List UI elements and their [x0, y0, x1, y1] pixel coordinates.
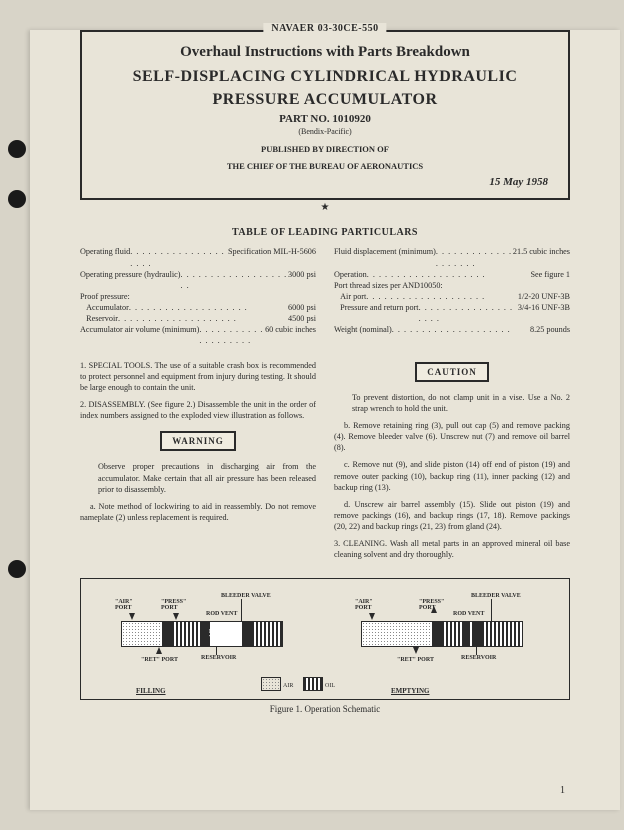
specs-columns: Operating fluid . . . . . . . . . . . . … — [80, 246, 570, 346]
figure-caption: Figure 1. Operation Schematic — [30, 704, 620, 714]
label-press-port: "PRESS" PORT — [161, 599, 186, 611]
spec-row: Operating pressure (hydraulic) . . . . .… — [80, 269, 316, 291]
spec-label: Air port — [334, 291, 366, 302]
punch-hole — [8, 560, 26, 578]
arrow-icon — [369, 613, 375, 620]
paragraph: a. Note method of lockwiring to aid in r… — [80, 501, 316, 523]
spec-label: Pressure and return port — [334, 302, 419, 324]
label-reservoir: RESERVOIR — [461, 655, 496, 661]
arrow-icon — [413, 647, 419, 654]
manufacturer: (Bendix-Pacific) — [102, 127, 548, 136]
label-reservoir: RESERVOIR — [201, 655, 236, 661]
spec-value: 6000 psi — [288, 302, 316, 313]
spec-label: Accumulator — [80, 302, 129, 313]
label-bleeder: BLEEDER VALVE — [471, 593, 521, 599]
spec-value: 3000 psi — [288, 269, 316, 291]
punch-hole — [8, 140, 26, 158]
spec-row: Fluid displacement (minimum) . . . . . .… — [334, 246, 570, 268]
legend-oil-swatch — [303, 677, 323, 691]
spec-row: Air port . . . . . . . . . . . . . . . .… — [334, 291, 570, 302]
document-number: NAVAER 03-30CE-550 — [263, 23, 386, 34]
caution-callout: CAUTION — [415, 362, 489, 382]
spec-row: Reservoir . . . . . . . . . . . . . . . … — [80, 313, 316, 324]
document-page: NAVAER 03-30CE-550 Overhaul Instructions… — [30, 30, 620, 810]
spec-value: Specification MIL-H-5606 — [228, 246, 316, 268]
mode-filling: FILLING — [136, 687, 166, 695]
document-title-line: SELF-DISPLACING CYLINDRICAL HYDRAULIC — [102, 67, 548, 86]
arrow-icon — [173, 613, 179, 620]
arrow-icon — [129, 613, 135, 620]
label-partial-vacuum: PARTIAL VACUUM — [209, 629, 236, 641]
body-right-col: CAUTION To prevent distortion, do not cl… — [334, 354, 570, 566]
spec-value: See figure 1 — [530, 269, 570, 280]
label-bleeder: BLEEDER VALVE — [221, 593, 271, 599]
legend-oil-label: OIL — [325, 683, 335, 689]
spec-label: Operation — [334, 269, 367, 280]
schematic-emptying: "AIR" PORT "PRESS" PORT BLEEDER VALVE RO… — [341, 591, 541, 671]
operation-schematic: "AIR" PORT "PRESS" PORT BLEEDER VALVE RO… — [80, 578, 570, 700]
publication-date: 15 May 1958 — [102, 176, 548, 188]
schematic-filling: "AIR" PORT "PRESS" PORT BLEEDER VALVE RO… — [101, 591, 301, 671]
spec-label: Operating pressure (hydraulic) — [80, 269, 181, 291]
paragraph: d. Unscrew air barrel assembly (15). Sli… — [334, 499, 570, 532]
spec-value: 1/2-20 UNF-3B — [518, 291, 570, 302]
title-block: NAVAER 03-30CE-550 Overhaul Instructions… — [80, 30, 570, 200]
label-air-port: "AIR" PORT — [355, 599, 373, 611]
punch-hole — [8, 190, 26, 208]
spec-label: Port thread sizes per AND10050: — [334, 280, 443, 291]
spec-label: Fluid displacement (minimum) — [334, 246, 436, 268]
spec-value: 8.25 pounds — [530, 324, 570, 335]
legend-air-label: AIR — [283, 683, 293, 689]
warning-callout: WARNING — [160, 431, 236, 451]
star-divider: ★ — [80, 202, 570, 213]
page-number: 1 — [560, 785, 565, 796]
paragraph: 2. DISASSEMBLY. (See figure 2.) Disassem… — [80, 399, 316, 421]
document-subtitle: Overhaul Instructions with Parts Breakdo… — [102, 44, 548, 61]
label-ret-port: "RET" PORT — [397, 657, 434, 663]
paragraph: c. Remove nut (9), and slide piston (14)… — [334, 459, 570, 492]
spec-row: Operation . . . . . . . . . . . . . . . … — [334, 269, 570, 280]
spec-row: Accumulator . . . . . . . . . . . . . . … — [80, 302, 316, 313]
label-air-port: "AIR" PORT — [115, 599, 133, 611]
publisher-line: PUBLISHED BY DIRECTION OF — [102, 144, 548, 155]
label-ret-port: "RET" PORT — [141, 657, 178, 663]
mode-emptying: EMPTYING — [391, 687, 430, 695]
spec-label: Operating fluid — [80, 246, 130, 268]
paragraph: 1. SPECIAL TOOLS. The use of a suitable … — [80, 360, 316, 393]
label-rod-vent: ROD VENT — [453, 611, 484, 617]
publisher-line: THE CHIEF OF THE BUREAU OF AERONAUTICS — [102, 161, 548, 172]
specs-right-col: Fluid displacement (minimum) . . . . . .… — [334, 246, 570, 346]
body-left-col: 1. SPECIAL TOOLS. The use of a suitable … — [80, 354, 316, 566]
spec-row: Pressure and return port . . . . . . . .… — [334, 302, 570, 324]
body-columns: 1. SPECIAL TOOLS. The use of a suitable … — [80, 354, 570, 566]
spec-label: Proof pressure: — [80, 291, 130, 302]
spec-value: 4500 psi — [288, 313, 316, 324]
spec-label: Accumulator air volume (minimum) — [80, 324, 199, 346]
label-rod-vent: ROD VENT — [206, 611, 237, 617]
spec-value: 21.5 cubic inches — [513, 246, 570, 268]
part-number: PART NO. 1010920 — [102, 113, 548, 125]
spec-row: Proof pressure: — [80, 291, 316, 302]
specs-left-col: Operating fluid . . . . . . . . . . . . … — [80, 246, 316, 346]
arrow-icon — [156, 647, 162, 654]
spec-value: 60 cubic inches — [265, 324, 316, 346]
spec-label: Weight (nominal) — [334, 324, 392, 335]
spec-row: Port thread sizes per AND10050: — [334, 280, 570, 291]
spec-row: Operating fluid . . . . . . . . . . . . … — [80, 246, 316, 268]
table-title: TABLE OF LEADING PARTICULARS — [30, 227, 620, 238]
spec-label: Reservoir — [80, 313, 118, 324]
arrow-icon — [431, 606, 437, 613]
paragraph: Observe proper precautions in dischargin… — [98, 461, 316, 494]
spec-value: 3/4-16 UNF-3B — [518, 302, 570, 324]
paragraph: 3. CLEANING. Wash all metal parts in an … — [334, 538, 570, 560]
spec-row: Accumulator air volume (minimum) . . . .… — [80, 324, 316, 346]
paragraph: b. Remove retaining ring (3), pull out c… — [334, 420, 570, 453]
spec-row: Weight (nominal) . . . . . . . . . . . .… — [334, 324, 570, 335]
legend-air-swatch — [261, 677, 281, 691]
document-title-line: PRESSURE ACCUMULATOR — [102, 90, 548, 109]
paragraph: To prevent distortion, do not clamp unit… — [352, 392, 570, 414]
